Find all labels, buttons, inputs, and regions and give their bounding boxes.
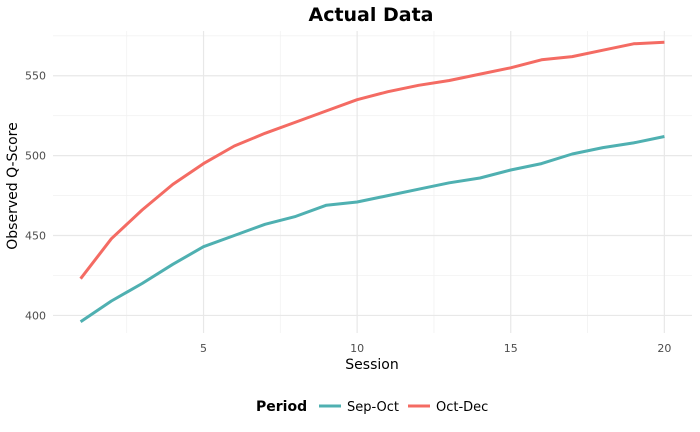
y-tick-label: 450 (25, 230, 46, 243)
x-axis-ticks: 5 10 15 20 (200, 342, 671, 355)
y-tick-label: 400 (25, 309, 46, 322)
series-line-oct-dec (79, 40, 665, 280)
legend-label-sep-oct: Sep-Oct (347, 400, 399, 415)
y-tick-label: 550 (25, 70, 46, 83)
major-gridlines (53, 31, 692, 333)
x-axis-title: Session (345, 357, 398, 373)
x-tick-label: 20 (657, 342, 671, 355)
y-tick-label: 500 (25, 150, 46, 163)
legend-label-oct-dec: Oct-Dec (436, 400, 488, 415)
x-tick-label: 10 (350, 342, 364, 355)
x-tick-label: 15 (504, 342, 518, 355)
x-tick-label: 5 (200, 342, 207, 355)
legend: Period Sep-Oct Oct-Dec (256, 399, 488, 415)
y-axis-title: Observed Q-Score (5, 122, 21, 249)
y-axis-ticks: 400 450 500 550 (25, 70, 46, 323)
series-line-sep-oct (79, 135, 665, 324)
legend-title: Period (256, 399, 307, 415)
chart-title: Actual Data (308, 4, 433, 26)
series-lines (79, 40, 665, 324)
